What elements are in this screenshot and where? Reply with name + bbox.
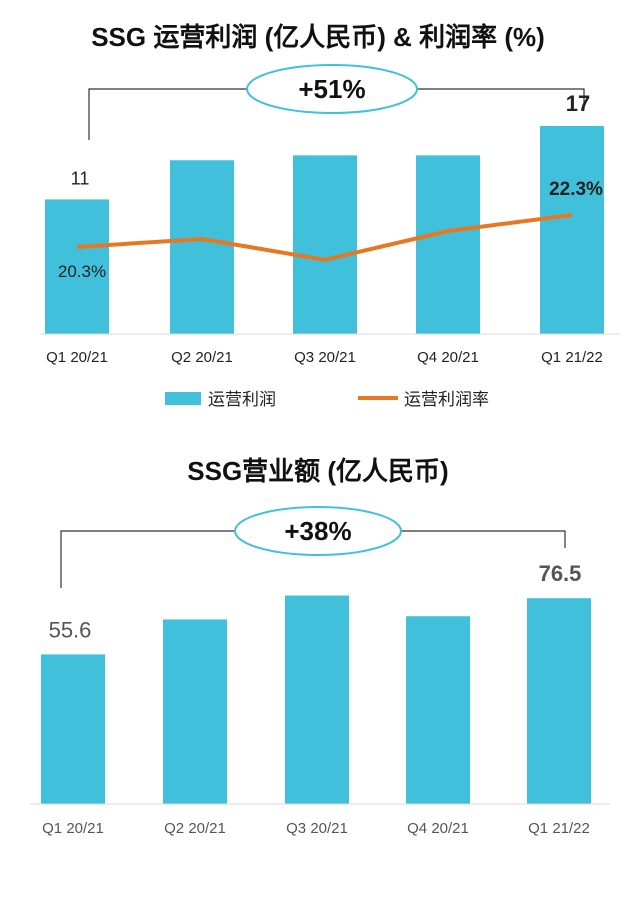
chart1-bar-4 (416, 155, 480, 334)
chart1-legend-bar-swatch (165, 392, 201, 405)
chart1-margin-line (76, 213, 573, 262)
chart2-x-tick-2: Q2 20/21 (164, 820, 226, 837)
chart1-line-label-5: 22.3% (549, 179, 603, 200)
chart1-x-tick-3: Q3 20/21 (294, 349, 356, 366)
chart1-bar-5 (540, 126, 604, 334)
chart1-bar-label-1: 11 (71, 168, 90, 188)
chart2-title: SSG营业额 (亿人民币) (187, 456, 448, 486)
chart1-bar-label-5: 17 (566, 91, 590, 116)
chart2-bar-label-1: 55.6 (49, 617, 92, 642)
chart2-x-tick-5: Q1 21/22 (528, 820, 590, 837)
chart1-x-tick-2: Q2 20/21 (171, 349, 233, 366)
chart2-bar-3 (285, 595, 349, 804)
chart1-legend-line-label: 运营利润率 (404, 390, 489, 409)
chart1-bar-1 (45, 199, 109, 334)
chart1-x-tick-5: Q1 21/22 (541, 349, 603, 366)
chart2-bar-5 (527, 598, 591, 804)
chart2-growth-ellipse (234, 506, 402, 556)
chart1-bar-3 (293, 155, 357, 334)
chart2-bar-1 (41, 654, 105, 804)
chart1-x-tick-4: Q4 20/21 (417, 349, 479, 366)
chart1-title: SSG 运营利润 (亿人民币) & 利润率 (%) (91, 22, 545, 52)
chart1-bar-2 (170, 160, 234, 334)
chart2-bar-4 (406, 616, 470, 804)
chart1-growth-ellipse (246, 64, 418, 114)
chart1-x-tick-1: Q1 20/21 (46, 349, 108, 366)
chart2-bar-label-5: 76.5 (539, 561, 582, 586)
chart2-bar-2 (163, 619, 227, 804)
chart2-x-tick-3: Q3 20/21 (286, 820, 348, 837)
chart2-x-tick-4: Q4 20/21 (407, 820, 469, 837)
chart1-line-label-1: 20.3% (58, 262, 106, 281)
chart2-x-tick-1: Q1 20/21 (42, 820, 104, 837)
chart1-legend-bar-label: 运营利润 (208, 390, 276, 409)
chart2-growth-label: +38% (284, 516, 351, 546)
chart1-growth-label: +51% (298, 74, 365, 104)
